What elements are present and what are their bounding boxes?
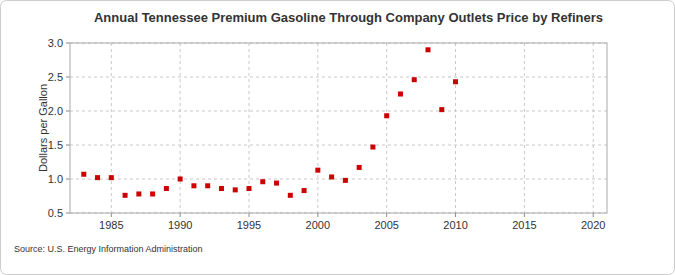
point xyxy=(247,186,252,191)
point xyxy=(191,183,196,188)
point xyxy=(453,79,458,84)
tick-label: 2015 xyxy=(512,219,536,231)
grid-line xyxy=(111,43,112,213)
point xyxy=(205,183,210,188)
grid-line xyxy=(70,179,607,180)
tick-mark xyxy=(593,213,594,217)
point xyxy=(178,177,183,182)
grid-line xyxy=(70,77,607,78)
point xyxy=(439,107,444,112)
tick-label: 2020 xyxy=(581,219,605,231)
point xyxy=(274,181,279,186)
title: Annual Tennessee Premium Gasoline Throug… xyxy=(94,10,603,25)
chart: Annual Tennessee Premium Gasoline Throug… xyxy=(0,0,675,275)
tick-mark xyxy=(317,213,318,217)
grid-line xyxy=(386,43,387,213)
point xyxy=(219,186,224,191)
point xyxy=(384,113,389,118)
tick-mark xyxy=(66,213,70,214)
tick-label: 1990 xyxy=(168,219,192,231)
point xyxy=(233,187,238,192)
point xyxy=(109,175,114,180)
tick-mark xyxy=(386,213,387,217)
tick-label: 2.0 xyxy=(48,105,63,117)
tick-label: 1.5 xyxy=(48,139,63,151)
grid-line xyxy=(455,43,456,213)
tick-mark xyxy=(111,213,112,217)
points xyxy=(81,47,458,198)
tick-label: 2000 xyxy=(306,219,330,231)
tick-label: 0.5 xyxy=(48,207,63,219)
point xyxy=(302,188,307,193)
point xyxy=(164,186,169,191)
tick-mark xyxy=(249,213,250,217)
point xyxy=(123,193,128,198)
point xyxy=(426,47,431,52)
point xyxy=(329,174,334,179)
tick-label: 1.0 xyxy=(48,173,63,185)
point xyxy=(343,178,348,183)
point xyxy=(315,168,320,173)
point xyxy=(260,179,265,184)
point xyxy=(150,191,155,196)
tick-label: 2005 xyxy=(374,219,398,231)
grid-line xyxy=(593,43,594,213)
point xyxy=(136,191,141,196)
tick-mark xyxy=(455,213,456,217)
grid-line xyxy=(180,43,181,213)
point xyxy=(288,193,293,198)
grid-line xyxy=(70,111,607,112)
point xyxy=(370,145,375,150)
tick-mark xyxy=(66,179,70,180)
frame xyxy=(1,1,675,275)
tick-label: 2.5 xyxy=(48,71,63,83)
tick-label: 1995 xyxy=(237,219,261,231)
grid-line xyxy=(70,145,607,146)
tick-label: 3.0 xyxy=(48,37,63,49)
tick-mark xyxy=(66,43,70,44)
tick-mark xyxy=(524,213,525,217)
point xyxy=(357,165,362,170)
plot-frame xyxy=(70,43,607,213)
point xyxy=(81,172,86,177)
tick-mark xyxy=(66,111,70,112)
grid-line xyxy=(317,43,318,213)
tick-mark xyxy=(66,145,70,146)
point xyxy=(95,175,100,180)
tick-mark xyxy=(180,213,181,217)
tick-label: 2010 xyxy=(443,219,467,231)
point xyxy=(412,77,417,82)
point xyxy=(398,92,403,97)
tick-mark xyxy=(66,77,70,78)
grid-line xyxy=(524,43,525,213)
tick-label: 1985 xyxy=(99,219,123,231)
y-axis-label: Dollars per Gallon xyxy=(37,84,49,172)
source: Source: U.S. Energy Information Administ… xyxy=(14,244,203,254)
